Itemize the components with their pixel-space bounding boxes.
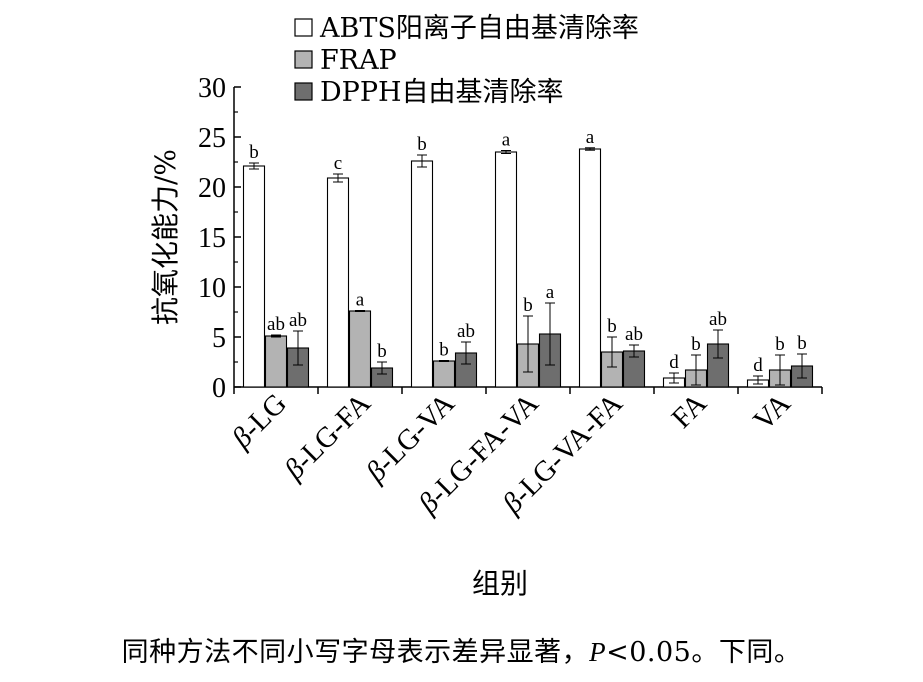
legend-label: FRAP bbox=[320, 45, 397, 76]
significance-letter: a bbox=[502, 130, 511, 151]
y-axis-title: 抗氧化能力/% bbox=[149, 149, 182, 325]
x-axis-title: 组别 bbox=[472, 567, 528, 600]
y-tick-label: 25 bbox=[198, 123, 226, 154]
significance-letter: b bbox=[417, 134, 427, 155]
significance-letter: d bbox=[669, 352, 679, 373]
significance-letter: d bbox=[753, 355, 763, 376]
x-tick-label: β-LG-FA bbox=[278, 387, 377, 486]
x-tick-label: VA bbox=[747, 387, 797, 437]
bar bbox=[326, 177, 350, 388]
y-tick-label: 10 bbox=[198, 273, 226, 304]
bar bbox=[410, 160, 434, 388]
legend-swatch bbox=[294, 18, 313, 37]
significance-letter: b bbox=[775, 334, 785, 355]
figure-caption: 同种方法不同小写字母表示差异显著，P<0.05。下同。 bbox=[0, 630, 923, 669]
significance-letter: b bbox=[377, 341, 387, 362]
bar bbox=[348, 310, 372, 388]
x-tick-label: FA bbox=[666, 387, 713, 434]
bar bbox=[578, 148, 602, 388]
significance-letter: a bbox=[356, 290, 365, 311]
bar bbox=[494, 151, 518, 388]
significance-letter: ab bbox=[457, 321, 475, 342]
y-tick-label: 20 bbox=[198, 173, 226, 204]
bar bbox=[242, 165, 266, 388]
significance-letter: b bbox=[523, 295, 533, 316]
significance-letter: ab bbox=[267, 314, 285, 335]
significance-letter: ab bbox=[625, 324, 643, 345]
legend-swatch bbox=[294, 50, 313, 69]
y-tick-label: 0 bbox=[212, 373, 226, 404]
significance-letter: c bbox=[334, 153, 342, 174]
significance-letter: b bbox=[607, 316, 617, 337]
significance-letter: ab bbox=[289, 310, 307, 331]
significance-letter: b bbox=[797, 333, 807, 354]
legend-label: DPPH自由基清除率 bbox=[320, 77, 564, 108]
y-tick-label: 15 bbox=[198, 223, 226, 254]
significance-letter: b bbox=[249, 142, 259, 163]
y-tick-label: 5 bbox=[212, 323, 226, 354]
bar bbox=[432, 360, 456, 388]
significance-letter: a bbox=[546, 282, 555, 303]
y-tick-label: 30 bbox=[198, 73, 226, 104]
x-tick-label: β-LG bbox=[225, 387, 293, 455]
caption-p-symbol: P bbox=[589, 637, 607, 667]
bar bbox=[264, 335, 288, 388]
caption-text-after: <0.05。下同。 bbox=[606, 637, 802, 668]
legend-label: ABTS阳离子自由基清除率 bbox=[319, 13, 639, 44]
significance-letter: ab bbox=[709, 309, 727, 330]
legend-swatch bbox=[294, 82, 313, 101]
significance-letter: a bbox=[586, 127, 595, 148]
caption-text-before: 同种方法不同小写字母表示差异显著， bbox=[121, 637, 590, 668]
significance-letter: b bbox=[439, 340, 449, 361]
significance-letter: b bbox=[691, 334, 701, 355]
